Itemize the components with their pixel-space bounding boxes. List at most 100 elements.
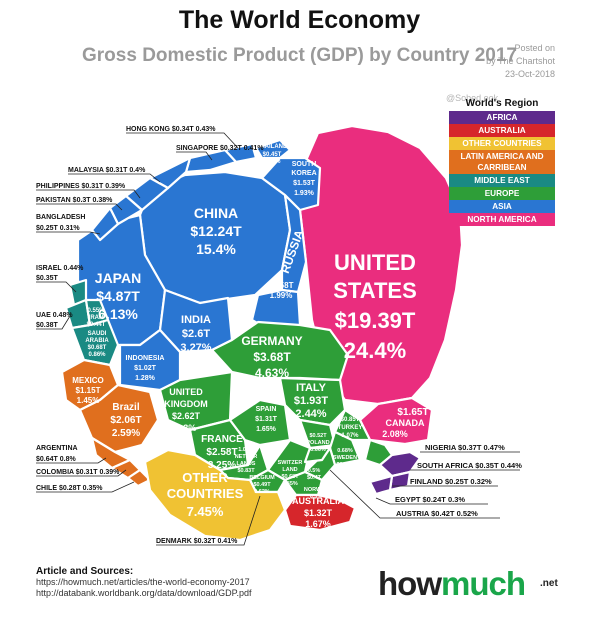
country-label: NORWAY [304, 487, 328, 493]
share-label: 1.93% [294, 190, 315, 197]
leader-line [126, 132, 239, 149]
region-cell-south-korea [260, 156, 322, 212]
legend-title: World's Region [465, 98, 539, 109]
callout-label: $0.35T [36, 275, 59, 282]
country-label: COUNTRIES [167, 486, 244, 501]
share-label: 0.5% [308, 468, 321, 474]
gdp-label: $0.83T [237, 468, 255, 474]
share-label: 0.62% [254, 489, 270, 495]
share-label: 1.07% [341, 433, 359, 439]
region-cell-denmark [303, 446, 332, 464]
brand-part: how [378, 565, 442, 602]
callout-label: DENMARK $0.32T 0.41% [156, 538, 238, 545]
share-label: 0.66% [310, 447, 326, 453]
callout-label: COLOMBIA $0.31T 0.39% [36, 469, 120, 476]
country-label: FRANCE [201, 434, 243, 445]
country-label: CANADA [386, 418, 425, 428]
legend-item: EUROPE [449, 187, 555, 200]
legend-item: OTHER COUNTRIES [449, 137, 555, 150]
leader-line [36, 481, 135, 493]
country-label: POLAND [306, 440, 329, 446]
callout-label: CHILE $0.28T 0.35% [36, 485, 103, 492]
page-subtitle: Gross Domestic Product (GDP) by Country … [82, 45, 517, 66]
country-label: TURKEY [338, 425, 363, 431]
legend-item: NORTH AMERICA [449, 213, 555, 226]
leader-line [36, 189, 141, 199]
region-cell-singapore [184, 148, 238, 174]
country-label: THAILAND [257, 144, 288, 150]
share-label: 3.27% [180, 342, 211, 354]
leader-line [36, 281, 77, 293]
country-label: Brazil [112, 402, 139, 413]
country-label: SOUTH [292, 161, 317, 168]
share-label: 1.45% [77, 396, 100, 405]
share-label: 2.59% [112, 428, 140, 439]
gdp-label: $3.68T [253, 350, 291, 364]
leader-line [176, 151, 213, 161]
callout-label: ISRAEL 0.44% [36, 265, 84, 272]
watermark: @Sobed.ook [446, 93, 499, 103]
share-label: 0.86% [88, 352, 106, 358]
gdp-label: $0.44T [87, 322, 106, 328]
callout-label: $0.38T [36, 322, 59, 329]
gdp-label: $0.45T [263, 152, 282, 158]
legend-items: AFRICA AUSTRALIA OTHER COUNTRIES LATIN AMER… [449, 111, 555, 226]
region-cell-bangladesh [90, 206, 120, 242]
country-label: LANDS [237, 461, 256, 467]
gdp-label: $1.32T [304, 508, 333, 518]
callout-label: PHILIPPINES $0.31T 0.39% [36, 183, 126, 190]
region-cell-other-countries [143, 448, 287, 542]
callout-label: $0.64T 0.8% [36, 456, 76, 463]
share-label: 1.04% [238, 447, 254, 453]
leader-line [36, 203, 123, 211]
gdp-label: $19.39T [335, 308, 416, 333]
callout-label: FINLAND $0.25T 0.32% [410, 477, 492, 486]
share-label: 7.45% [187, 504, 224, 519]
leader-line [36, 469, 127, 477]
gdp-label: $1.31T [255, 416, 278, 423]
sources-heading: Article and Sources: [36, 566, 134, 577]
brand-logo: howmuch [378, 565, 526, 603]
country-label: KINGDOM [164, 399, 208, 409]
leader-line [156, 495, 261, 546]
legend: World's Region AFRICA AUSTRALIA OTHER COUN… [449, 98, 555, 226]
callout-label: PAKISTAN $0.3T 0.38% [36, 197, 113, 204]
leader-line [36, 315, 71, 330]
share-label: 3.3% [176, 423, 197, 433]
source-link[interactable]: http://databank.worldbank.org/data/downl… [36, 588, 252, 598]
callout-label: UAE 0.48% [36, 312, 73, 319]
legend-item: LATIN AMERICA AND CARRIBEAN [449, 150, 555, 174]
share-label: 0.85% [282, 481, 298, 487]
callout-label: EGYPT $0.24T 0.3% [395, 495, 465, 504]
region-cell-norway [283, 470, 324, 497]
gdp-label: $0.54T [336, 462, 354, 468]
country-label: INDIA [181, 314, 211, 326]
gdp-label: $1.65T [397, 407, 428, 418]
gdp-label: $12.24T [190, 223, 242, 239]
gdp-label: $2.62T [172, 411, 201, 421]
share-label: 15.4% [196, 241, 236, 257]
callout-label: HONG KONG $0.34T 0.43% [126, 126, 216, 133]
region-cell-south-africa [388, 470, 412, 492]
share-label: 1.67% [305, 519, 331, 529]
country-label: SAUDI [88, 331, 107, 337]
country-label: ARABIA [85, 338, 109, 344]
share-label: 1.65% [256, 426, 277, 433]
callout-label: MALAYSIA $0.31T 0.4% [68, 167, 146, 174]
country-label: NETHER [235, 454, 258, 460]
gdp-label: $0.68T [88, 345, 107, 351]
share-label: 0.5% [310, 494, 323, 500]
legend-item: MIDDLE EAST [449, 174, 555, 187]
region-cell-australia [283, 493, 357, 532]
leader-line [68, 173, 161, 183]
country-label: SWITZER [278, 460, 303, 466]
region-cell-sweden [328, 430, 362, 467]
country-label: AUSTRALIA [292, 496, 344, 506]
share-label: 0.68% [337, 448, 353, 454]
gdp-label: $1.53T [293, 180, 316, 187]
share-label: 3.25% [208, 460, 236, 471]
source-link[interactable]: https://howmuch.net/articles/the-world-e… [36, 577, 250, 587]
share-label: 0.57% [263, 159, 281, 165]
gdp-label: $0.4T [307, 475, 322, 481]
